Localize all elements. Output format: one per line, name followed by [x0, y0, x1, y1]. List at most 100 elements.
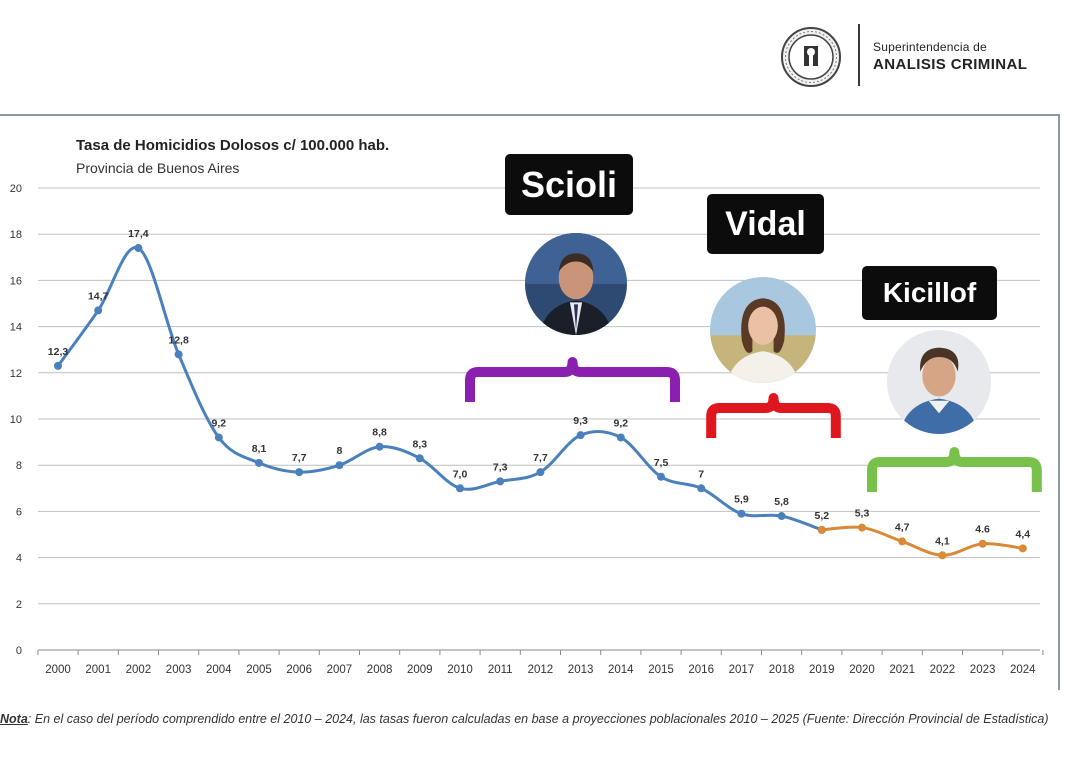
- data-point: [456, 484, 464, 493]
- x-tick-label: 2004: [206, 664, 232, 676]
- data-point: [335, 461, 344, 470]
- x-tick-label: 2023: [970, 664, 996, 676]
- data-label: 8,8: [372, 427, 387, 439]
- x-tick-label: 2015: [648, 664, 674, 676]
- y-tick-label: 18: [10, 229, 22, 241]
- x-tick-label: 2000: [45, 664, 71, 676]
- x-tick-label: 2011: [488, 664, 513, 676]
- x-tick-label: 2018: [769, 664, 795, 676]
- data-point: [817, 525, 826, 534]
- data-point: [415, 454, 424, 463]
- x-tick-label: 2016: [688, 664, 714, 676]
- data-label: 5,8: [774, 496, 789, 508]
- data-point: [536, 468, 545, 477]
- org-name-line1: Superintendencia de: [873, 40, 987, 54]
- annotation-tag-vidal: Vidal: [707, 194, 824, 254]
- data-label: 12,3: [48, 346, 69, 358]
- data-label: 9,3: [573, 415, 588, 427]
- data-point: [295, 468, 304, 477]
- y-tick-label: 4: [16, 553, 22, 565]
- data-point: [255, 458, 263, 467]
- data-label: 8,1: [252, 443, 267, 455]
- x-tick-label: 2009: [407, 664, 433, 676]
- y-tick-label: 2: [16, 599, 22, 611]
- y-tick-label: 8: [16, 460, 22, 472]
- data-point: [54, 361, 62, 370]
- y-tick-label: 20: [10, 183, 22, 195]
- data-point: [576, 431, 585, 440]
- annotation-tag-kicillof: Kicillof: [862, 266, 997, 320]
- data-label: 9,2: [613, 417, 628, 429]
- data-label: 4,7: [895, 521, 910, 533]
- chart-title: Tasa de Homicidios Dolosos c/ 100.000 ha…: [76, 137, 390, 154]
- data-point: [898, 537, 907, 546]
- footnote: Nota: En el caso del período comprendido…: [0, 709, 1070, 729]
- x-tick-label: 2020: [849, 664, 875, 676]
- data-point: [978, 539, 987, 548]
- data-point: [1018, 544, 1027, 553]
- x-tick-label: 2010: [447, 664, 473, 676]
- data-label: 7,3: [493, 461, 508, 473]
- data-label: 5,9: [734, 494, 749, 506]
- x-tick-label: 2006: [286, 664, 312, 676]
- series-line-2: [820, 525, 1025, 557]
- x-tick-label: 2005: [246, 664, 272, 676]
- data-point: [938, 551, 947, 560]
- header-logo: Superintendencia de ANALISIS CRIMINAL: [780, 22, 1080, 92]
- x-tick-label: 2017: [729, 664, 755, 676]
- avatar-scioli: [525, 233, 627, 335]
- x-tick-label: 2003: [166, 664, 192, 676]
- data-label: 4,1: [935, 535, 950, 547]
- data-point: [94, 306, 103, 315]
- x-tick-label: 2022: [930, 664, 956, 676]
- data-label: 8: [336, 445, 342, 457]
- y-tick-label: 12: [10, 368, 22, 380]
- data-label: 9,2: [211, 417, 226, 429]
- annotation-bracket-3: [867, 447, 1042, 492]
- x-tick-label: 2019: [809, 664, 835, 676]
- x-tick-label: 2012: [528, 664, 554, 676]
- data-point: [214, 433, 223, 442]
- data-label: 14,7: [88, 290, 109, 302]
- x-tick-label: 2021: [889, 664, 915, 676]
- avatar-kicillof: [887, 330, 991, 434]
- org-name-line2: ANALISIS CRIMINAL: [873, 56, 1028, 73]
- data-point: [496, 477, 505, 486]
- y-tick-label: 14: [10, 322, 22, 334]
- data-point: [858, 523, 866, 532]
- data-label: 7,7: [292, 452, 307, 464]
- data-point: [174, 350, 183, 359]
- y-tick-label: 6: [16, 506, 22, 518]
- x-tick-label: 2014: [608, 664, 634, 676]
- annotation-tag-scioli: Scioli: [505, 154, 633, 215]
- data-point: [616, 433, 625, 442]
- x-tick-label: 2013: [568, 664, 594, 676]
- data-point: [777, 512, 786, 521]
- data-point: [737, 509, 746, 518]
- data-point: [657, 472, 665, 481]
- data-label: 7: [698, 468, 704, 480]
- data-label: 4,4: [1015, 528, 1030, 540]
- police-seal-icon: [780, 26, 842, 88]
- chart-frame: [0, 114, 1060, 690]
- data-label: 17,4: [128, 228, 149, 240]
- data-label: 8,3: [412, 438, 427, 450]
- footnote-text: : En el caso del período comprendido ent…: [27, 712, 1049, 726]
- data-point: [134, 244, 143, 253]
- chart-subtitle: Provincia de Buenos Aires: [76, 160, 240, 176]
- data-label: 4.6: [975, 524, 990, 536]
- y-tick-label: 16: [10, 275, 22, 287]
- data-label: 5,2: [814, 510, 829, 522]
- footnote-prefix: Nota: [0, 712, 28, 726]
- y-tick-label: 0: [16, 645, 22, 657]
- data-label: 7,7: [533, 452, 548, 464]
- logo-divider: [858, 24, 860, 86]
- y-tick-label: 10: [10, 414, 22, 426]
- series-line-1: [56, 245, 824, 532]
- data-point: [375, 442, 384, 451]
- avatar-vidal: [710, 277, 816, 383]
- x-tick-label: 2008: [367, 664, 393, 676]
- data-label: 12,8: [168, 334, 189, 346]
- x-tick-label: 2007: [327, 664, 353, 676]
- annotation-bracket-2: [706, 393, 841, 438]
